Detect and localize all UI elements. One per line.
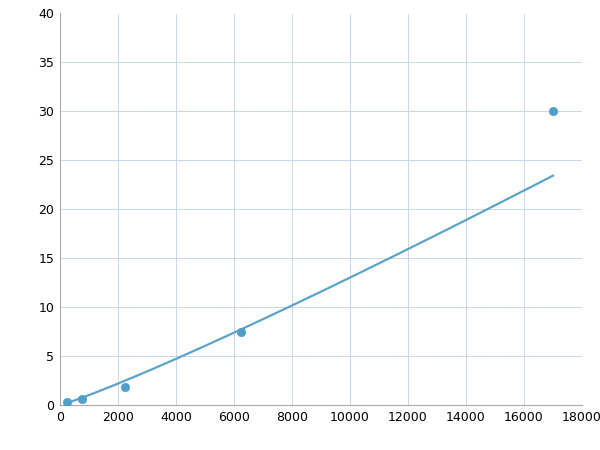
Point — [121, 384, 130, 391]
Point — [77, 396, 86, 403]
Point — [62, 398, 72, 405]
Point — [548, 108, 558, 115]
Point — [236, 328, 246, 335]
